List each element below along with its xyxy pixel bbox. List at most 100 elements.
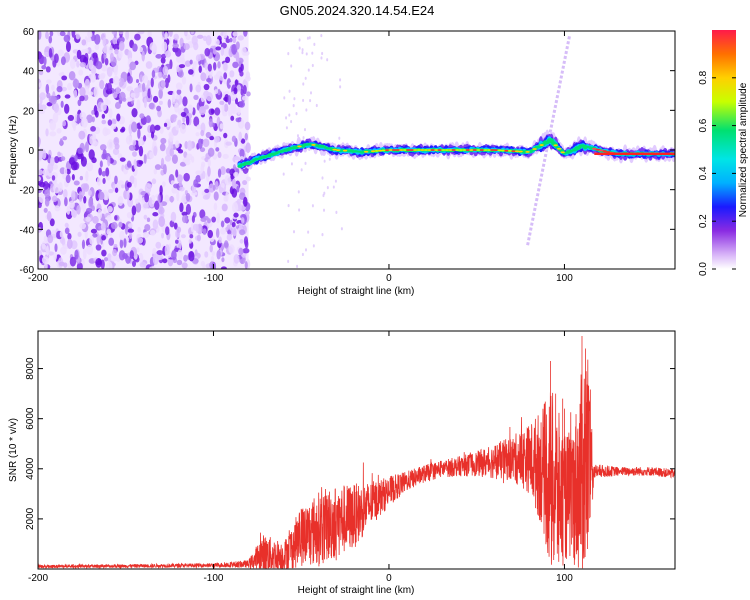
signal-core — [402, 149, 407, 151]
sparse-blob — [298, 46, 301, 50]
sparse-blob — [306, 36, 309, 40]
noise-blob — [38, 70, 44, 76]
noise-blob — [126, 97, 133, 102]
noise-blob — [154, 164, 162, 170]
sparse-blob — [338, 136, 341, 140]
noise-blob — [79, 87, 86, 97]
noise-blob — [53, 102, 60, 114]
signal-core — [420, 149, 425, 151]
noise-blob — [221, 257, 225, 263]
noise-blob — [150, 77, 154, 88]
noise-blob — [232, 61, 239, 69]
colorbar-tick-label: 0.8 — [698, 70, 709, 84]
noise-blob — [78, 191, 83, 202]
noise-blob — [242, 248, 250, 254]
noise-blob — [145, 115, 151, 124]
noise-blob — [193, 116, 200, 127]
noise-blob — [213, 89, 219, 95]
noise-blob — [108, 108, 113, 119]
noise-blob — [240, 88, 244, 96]
noise-blob — [110, 221, 118, 230]
signal-core — [395, 149, 400, 151]
sparse-blob — [307, 68, 310, 72]
noise-blob — [108, 188, 114, 194]
noise-blob — [155, 241, 162, 249]
colorbar-ticks: 0.0 0.2 0.4 0.6 0.8 — [698, 70, 736, 276]
noise-blob — [100, 102, 107, 112]
noise-blob — [77, 99, 82, 107]
noise-blob — [101, 119, 107, 125]
noise-blob — [193, 94, 199, 101]
signal-core — [297, 145, 302, 148]
y-tick-label: 0 — [28, 146, 34, 157]
noise-blob — [119, 238, 124, 249]
signal-core — [465, 149, 471, 151]
noise-blob — [168, 133, 174, 142]
colorbar-tick-label: 0.2 — [698, 214, 709, 228]
sparse-blob — [321, 51, 324, 56]
sparse-blob — [292, 230, 295, 234]
noise-blob — [88, 197, 94, 208]
noise-blob — [64, 103, 70, 114]
noise-blob — [68, 71, 76, 81]
noise-blob — [150, 131, 155, 139]
noise-blob — [79, 95, 85, 102]
x-tick-label: 100 — [556, 273, 573, 284]
sparse-blob — [303, 127, 306, 132]
noise-blob — [117, 180, 124, 186]
noise-blob — [191, 215, 195, 223]
signal-core — [493, 149, 499, 151]
noise-blob — [164, 244, 170, 256]
signal-core — [462, 149, 467, 151]
noise-blob — [235, 117, 242, 123]
noise-blob — [158, 88, 163, 99]
x-tick-label: -200 — [28, 273, 48, 284]
noise-blob — [126, 181, 132, 188]
noise-blob — [135, 198, 139, 204]
noise-blob — [163, 163, 167, 175]
sparse-blob — [339, 85, 342, 89]
y-tick-label: -60 — [20, 265, 35, 276]
noise-blob — [223, 195, 228, 202]
sparse-blob — [307, 230, 310, 234]
noise-blob — [195, 54, 202, 62]
noise-blob — [121, 126, 126, 132]
noise-blob — [107, 205, 113, 213]
noise-blob — [101, 113, 106, 119]
noise-blob — [138, 160, 144, 165]
noise-blob — [118, 50, 123, 59]
sparse-blob — [290, 64, 293, 68]
noise-blob — [95, 244, 102, 251]
noise-blob — [175, 169, 179, 178]
noise-blob — [79, 54, 87, 64]
noise-blob — [180, 111, 187, 117]
noise-blob — [128, 232, 133, 240]
noise-blob — [235, 51, 240, 62]
noise-blob — [114, 143, 120, 150]
noise-blob — [156, 254, 164, 261]
y-tick-label: 2000 — [25, 507, 36, 530]
noise-blob — [161, 181, 166, 187]
noise-blob — [111, 31, 117, 35]
sparse-blob — [313, 42, 316, 46]
noise-blob — [91, 157, 97, 164]
noise-blob — [143, 135, 147, 142]
signal-core — [556, 147, 562, 150]
noise-blob — [71, 31, 76, 38]
noise-blob — [240, 217, 245, 224]
noise-blob — [233, 212, 239, 218]
noise-blob — [245, 71, 251, 80]
sparse-blob — [310, 91, 313, 95]
noise-blob — [131, 205, 137, 216]
noise-blob — [125, 135, 133, 145]
noise-blob — [56, 86, 63, 93]
noise-blob — [74, 249, 79, 260]
noise-blob — [185, 115, 190, 126]
signal-core — [311, 143, 316, 146]
noise-blob — [134, 33, 141, 41]
noise-blob — [84, 141, 89, 153]
noise-blob — [96, 233, 101, 245]
noise-blob — [180, 234, 186, 239]
noise-blob — [217, 151, 222, 159]
